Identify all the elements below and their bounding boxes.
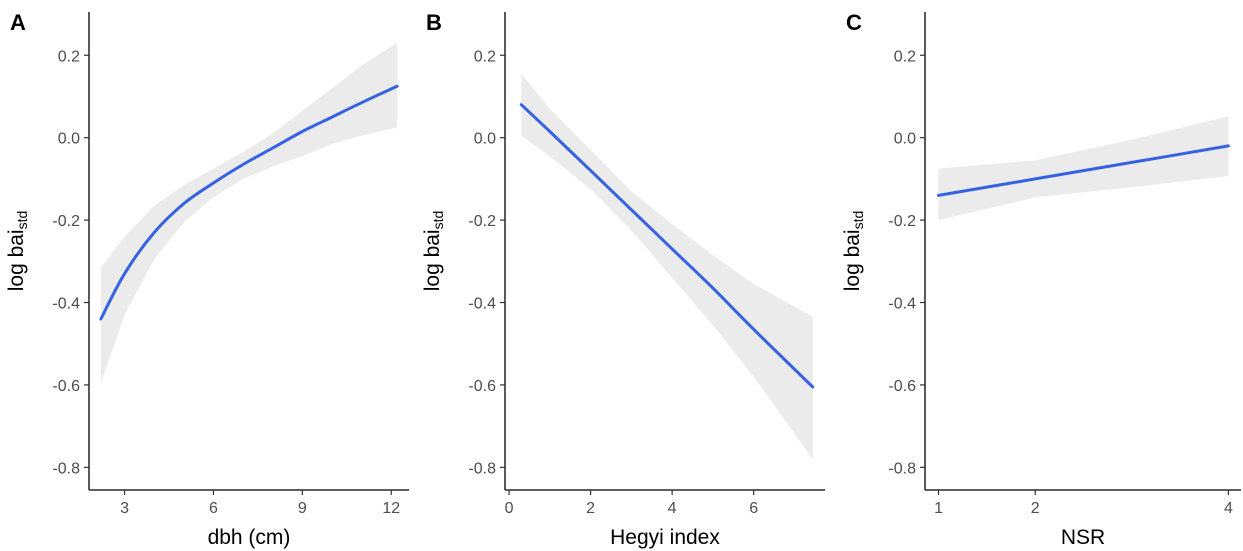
y-axis-title: log baistd	[841, 211, 866, 292]
y-tick-label: -0.6	[468, 378, 496, 395]
fitted-line	[519, 103, 815, 389]
y-axis-title-subscript: std	[850, 211, 866, 230]
y-tick-label: -0.6	[52, 378, 80, 395]
y-tick-label: 0.2	[474, 48, 496, 65]
x-tick-label: 12	[382, 500, 400, 517]
x-axis-title: Hegyi index	[610, 526, 720, 549]
x-tick-label: 4	[668, 500, 677, 517]
y-tick-label: -0.4	[888, 296, 916, 313]
y-tick-label: -0.4	[468, 296, 496, 313]
x-axis-title: dbh (cm)	[208, 526, 291, 549]
x-tick-label: 2	[586, 500, 595, 517]
panel-label: B	[426, 10, 442, 35]
panel-label: C	[846, 10, 862, 35]
panel-label: A	[10, 10, 26, 35]
x-tick-label: 3	[120, 500, 129, 517]
x-tick-label: 1	[934, 500, 943, 517]
y-axis-title-main: log bai	[841, 229, 864, 291]
y-axis-title-main: log bai	[421, 229, 444, 291]
x-tick-label: 4	[1224, 500, 1233, 517]
x-tick-label: 6	[209, 500, 218, 517]
y-tick-label: 0.2	[58, 48, 80, 65]
x-tick-label: 9	[298, 500, 307, 517]
fitted-line	[937, 144, 1230, 197]
y-tick-label: -0.2	[468, 213, 496, 230]
y-axis-title: log baistd	[5, 211, 30, 292]
panel-a: 0.2 0.0 -0.2 -0.4 -0.6 -0.8 3 6 9 12 dbh (cm) log b…	[5, 10, 409, 549]
y-tick-label: 0.0	[58, 131, 80, 148]
y-tick-label: -0.6	[888, 378, 916, 395]
y-axis-title-subscript: std	[14, 211, 30, 230]
y-tick-label: -0.4	[52, 296, 80, 313]
y-tick-label: -0.8	[888, 460, 916, 477]
x-tick-label: 0	[505, 500, 514, 517]
y-tick-label: -0.8	[52, 460, 80, 477]
panel-c: 0.2 0.0 -0.2 -0.4 -0.6 -0.8 1 2 4 NSR log baistd C	[841, 10, 1241, 549]
confidence-band	[100, 42, 398, 383]
y-tick-label: 0.0	[474, 131, 496, 148]
y-tick-label: -0.2	[888, 213, 916, 230]
panel-b: 0.2 0.0 -0.2 -0.4 -0.6 -0.8 0 2 4 6 Hegyi index log…	[421, 10, 825, 549]
x-tick-label: 6	[749, 500, 758, 517]
x-tick-label: 2	[1031, 500, 1040, 517]
y-tick-label: -0.8	[468, 460, 496, 477]
confidence-band	[521, 73, 813, 460]
y-tick-label: 0.2	[894, 48, 916, 65]
y-axis-title-main: log bai	[5, 229, 28, 291]
x-axis-title: NSR	[1061, 526, 1105, 549]
y-tick-label: 0.0	[894, 131, 916, 148]
y-axis-title: log baistd	[421, 211, 446, 292]
confidence-band	[938, 116, 1229, 221]
y-axis-title-subscript: std	[430, 211, 446, 230]
fitted-line	[99, 84, 399, 321]
y-tick-label: -0.2	[52, 213, 80, 230]
